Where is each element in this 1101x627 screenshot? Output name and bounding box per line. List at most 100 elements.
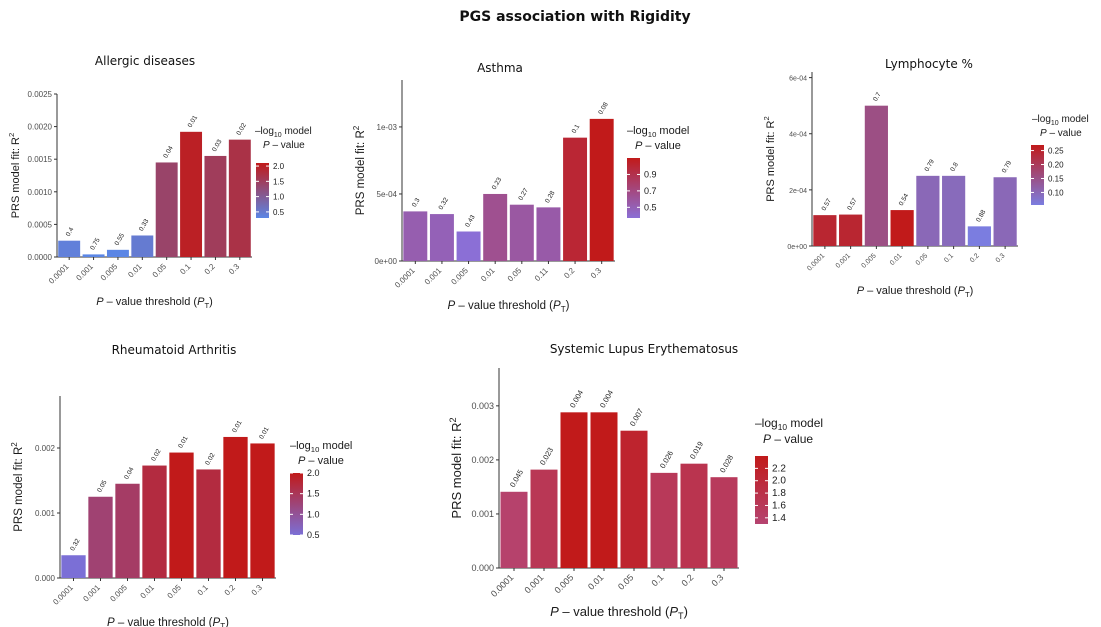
bar-value-label: 0.32 [69,537,82,552]
panel-title: Asthma [477,61,523,75]
bar-0.005 [456,231,481,261]
bar-value-label: 0.08 [597,101,610,116]
legend-title-model: model [319,440,352,452]
y-tick-label: 4e-04 [789,132,807,139]
bar-value-label: 0.05 [96,479,109,494]
bar-0.01 [131,235,154,257]
legend-color-bar [627,158,640,218]
x-tick-label: 0.3 [995,252,1007,264]
bar-0.05 [155,162,178,257]
x-tick-label: 0.0001 [489,572,516,599]
x-tick-label: 0.2 [203,262,218,277]
y-axis-title: PRS model fit: R2 [7,133,22,219]
legend-title-model: model [787,416,823,430]
x-tick-label: 0.005 [449,266,470,287]
x-axis-title-subscript: T [220,622,225,627]
bar-0.05 [169,452,194,578]
x-tick-label: 0.01 [139,583,157,601]
legend-title-value: – value [305,455,344,467]
x-axis-title-subscript: T [965,290,970,299]
bar-0.0001 [813,215,837,246]
y-tick-label: 0.001 [471,509,494,519]
bar-value-label: 0.045 [508,468,525,489]
x-axis-title-text: – value threshold ( [559,604,670,619]
bar-value-label: 0.79 [1001,159,1014,174]
legend-color-bar [290,473,303,535]
x-tick-label: 0.2 [969,252,981,264]
x-axis-title-symbol: P [213,617,221,627]
x-axis-title: P – value threshold (PT) [107,617,229,627]
x-axis-title-text: – value threshold ( [104,296,198,308]
y-tick-label: 0.0000 [28,253,53,262]
x-tick-label: 0.01 [586,572,605,591]
bar-0.005 [106,249,129,257]
bar-0.2 [223,436,248,578]
y-tick-label: 0.001 [35,509,56,518]
bar-value-label: 0.026 [658,449,675,470]
bar-value-label: 0.79 [924,158,937,173]
x-axis-title-close: ) [209,296,213,308]
x-tick-label: 0.01 [126,262,144,280]
y-axis-title-text: PRS model fit: R [449,422,464,518]
chart-panel-4: Rheumatoid Arthritis0.0000.0010.0020.320… [10,343,352,627]
bar-0.1 [180,131,203,257]
bar-0.005 [560,412,588,568]
bar-value-label: 0.02 [204,452,217,467]
bar-0.001 [530,469,558,568]
bar-0.05 [620,430,648,568]
legend-tick-label: 0.5 [273,208,285,217]
bar-value-label: 0.27 [517,187,530,202]
x-axis-title-symbol: P [669,604,678,619]
x-tick-label: 0.05 [166,583,184,601]
bar-value-label: 0.1 [571,123,582,135]
legend-color-bar [256,163,269,218]
bar-0.01 [590,412,618,568]
bar-value-label: 0.04 [123,466,136,481]
y-tick-label: 0.002 [471,455,494,465]
x-tick-label: 0.3 [709,572,725,588]
panel-title: Allergic diseases [95,54,195,68]
x-tick-label: 0.0001 [393,266,417,290]
bar-value-label: 0.02 [150,448,163,463]
bar-0.1 [196,469,221,578]
bar-value-label: 0.57 [846,197,859,212]
legend-title-value: – value [1047,128,1082,139]
x-axis-title-italic: P [857,285,865,297]
bar-value-label: 0.01 [187,114,200,129]
x-tick-label: 0.001 [522,572,545,595]
y-axis-title-superscript: 2 [10,442,19,447]
y-tick-label: 0.0020 [28,123,53,132]
y-axis-title-superscript: 2 [762,116,771,120]
legend-tick-label: 0.9 [644,169,657,179]
legend-title-subscript: 10 [311,445,320,454]
x-axis-title-symbol: P [553,300,561,312]
bar-0.005 [115,483,140,578]
legend-tick-label: 0.7 [644,186,657,196]
legend-title-value: – value [270,140,305,151]
bar-value-label: 0.03 [211,138,224,153]
panel-title: Rheumatoid Arthritis [112,343,237,357]
bar-0.3 [710,477,738,568]
bar-value-label: 0.004 [568,389,585,410]
legend-title-p: P [1040,128,1047,139]
x-tick-label: 0.1 [178,262,193,277]
chart-panel-5: Systemic Lupus Erythematosus 0.000 0.001 0.… [448,342,823,621]
y-tick-label: 6e-04 [789,76,807,83]
x-axis-title-symbol: P [958,285,966,297]
bar-0.05 [509,204,534,261]
bar-value-label: 0.57 [821,197,834,212]
bar-value-label: 0.023 [538,446,555,467]
x-tick-label: 0.3 [250,583,265,598]
x-axis-title-text: – value threshold ( [864,285,958,297]
bar-0.1 [650,472,678,568]
legend-title-model: model [282,126,312,137]
bar-0.001 [88,496,113,578]
legend-tick-label: 2.2 [772,463,786,474]
legend-title-subscript: 10 [648,130,657,139]
bar-0.01 [890,210,914,246]
bar-value-label: 0.75 [89,237,102,252]
y-tick-label: 0e+00 [787,244,807,251]
x-tick-label: 0.3 [589,266,604,281]
